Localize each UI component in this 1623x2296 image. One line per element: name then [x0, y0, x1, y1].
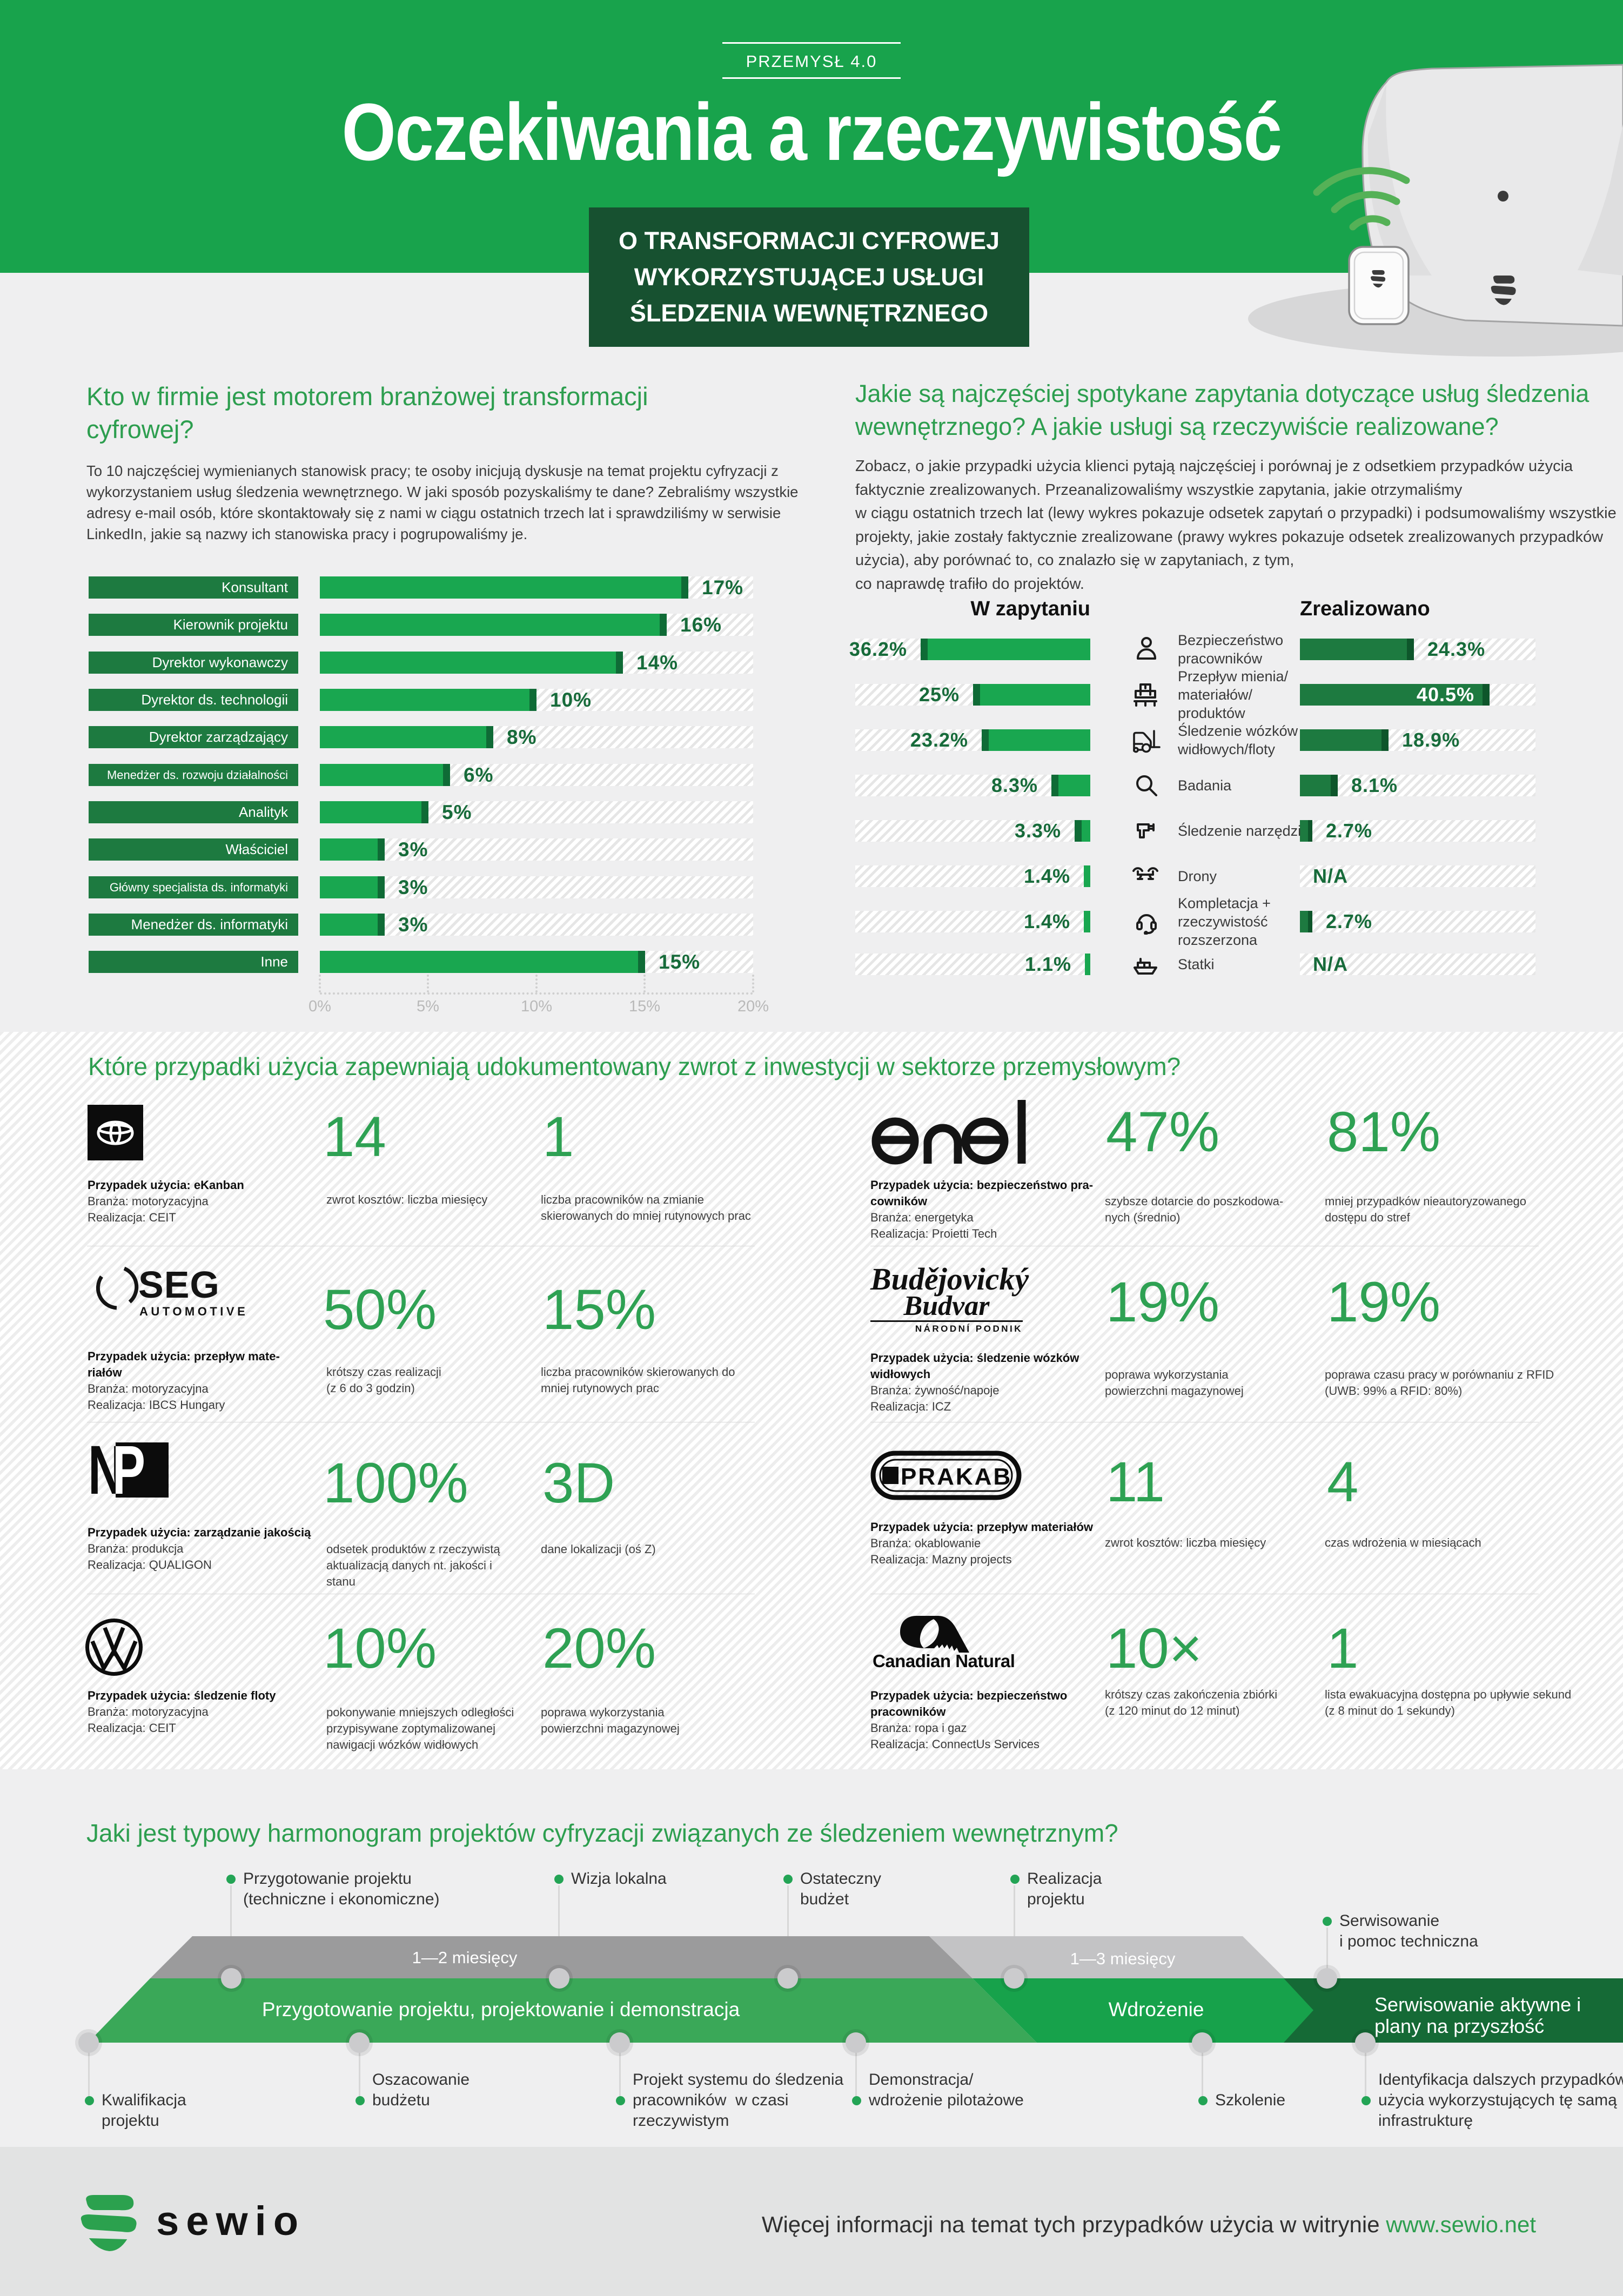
svg-text:PRAKAB: PRAKAB: [901, 1463, 1012, 1490]
svg-text:P: P: [112, 1441, 145, 1500]
svg-text:SEG: SEG: [138, 1264, 220, 1306]
svg-text:AUTOMOTIVE: AUTOMOTIVE: [139, 1305, 248, 1318]
svg-text:P: P: [112, 1441, 145, 1500]
svg-text:N: N: [88, 1441, 124, 1500]
svg-text:sewio: sewio: [156, 2198, 305, 2244]
